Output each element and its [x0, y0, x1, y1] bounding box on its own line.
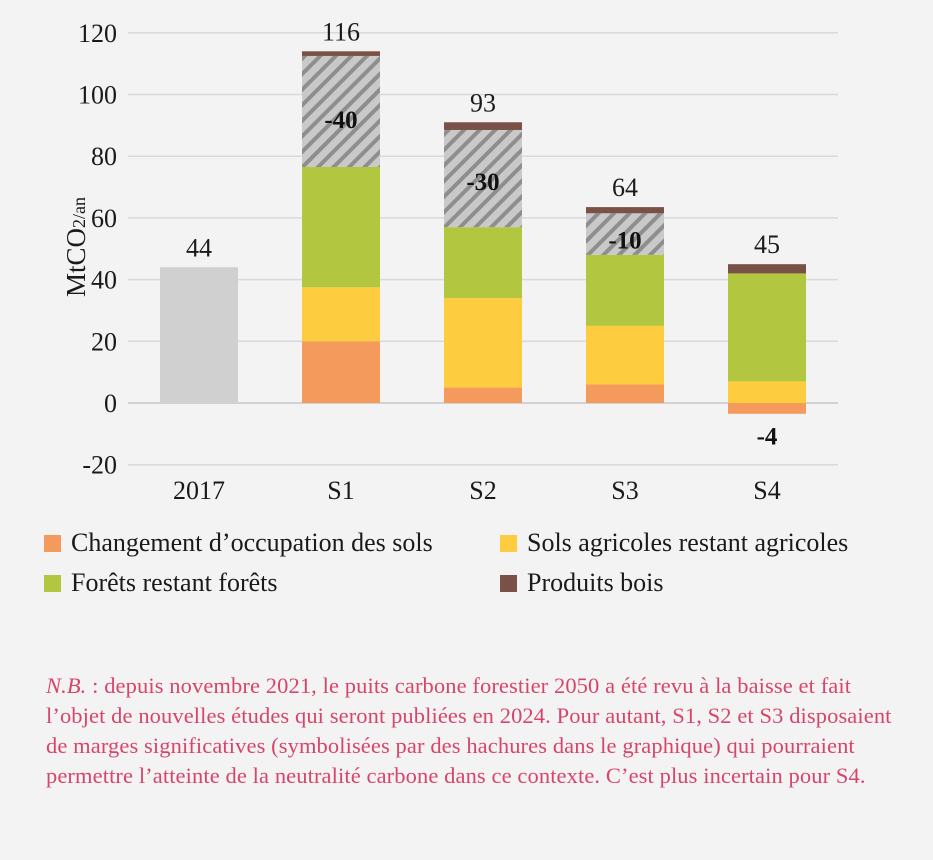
x-tick-label-s3: S3: [611, 476, 638, 505]
bar-s3-agricoles: [586, 325, 664, 385]
legend-swatch-forets: [44, 574, 61, 592]
legend-label-changement: Changement d’occupation des sols: [71, 528, 433, 557]
total-label-s3: 64: [612, 173, 638, 202]
bar-s1-forets: [302, 166, 380, 288]
bar-layer: [160, 51, 806, 414]
x-tick-label-s2: S2: [469, 476, 496, 505]
margin-label-s1: -40: [324, 107, 357, 134]
footnote-lead: N.B.: [46, 672, 87, 698]
bar-s4-forets: [728, 273, 806, 382]
y-tick-label-40: 40: [91, 266, 117, 295]
stacked-bar-chart: -20 0 20 40 60 80 100 120 44 2017 116 S1 93 S2 64 S3 45 S…: [61, 17, 838, 505]
y-axis-title-main: MtCO: [61, 228, 91, 297]
label-layer: -20 0 20 40 60 80 100 120 44 2017 116 S1 93 S2 64 S3 45 S…: [78, 17, 781, 505]
bar-s4-agricoles: [728, 381, 806, 403]
x-tick-label-s1: S1: [327, 476, 354, 505]
legend-item-bois: Produits bois: [500, 568, 920, 598]
bar-s2-changement: [444, 387, 522, 403]
total-label-s4: 45: [754, 230, 780, 259]
legend-item-agricoles: Sols agricoles restant agricoles: [500, 528, 920, 558]
footnote: N.B. : depuis novembre 2021, le puits ca…: [46, 671, 916, 791]
bar-s2-forets: [444, 227, 522, 299]
bar-s3-marges: [586, 213, 664, 255]
bar-s2-marges: [444, 129, 522, 228]
y-tick-label-100: 100: [78, 81, 117, 110]
legend-label-agricoles: Sols agricoles restant agricoles: [527, 528, 849, 557]
y-tick-label-80: 80: [91, 142, 117, 171]
bar-s1-marges: [302, 55, 380, 167]
bar-2017-total2017: [160, 267, 238, 403]
y-tick-label-60: 60: [91, 204, 117, 233]
legend-label-bois: Produits bois: [527, 568, 664, 597]
y-tick-label-20: 20: [91, 327, 117, 356]
bar-s4-bois: [728, 264, 806, 274]
y-axis-title-sub: 2/an: [69, 197, 89, 228]
margin-label-s3: -10: [608, 227, 641, 254]
total-label-s1: 116: [322, 17, 360, 46]
y-tick-label-0: 0: [104, 389, 117, 418]
bar-s3-changement: [586, 384, 664, 403]
legend-item-changement: Changement d’occupation des sols: [44, 528, 500, 558]
legend-swatch-bois: [500, 574, 517, 592]
total-label-s2: 93: [470, 88, 496, 117]
x-tick-label-s4: S4: [753, 476, 780, 505]
margin-label-s2: -30: [466, 169, 499, 196]
y-axis-title: MtCO2/an: [61, 197, 91, 297]
bar-s1-changement: [302, 341, 380, 403]
bar-s3-bois: [586, 207, 664, 214]
legend-swatch-agricoles: [500, 534, 517, 552]
legend-label-forets: Forêts restant forêts: [71, 568, 278, 597]
legend-item-forets: Forêts restant forêts: [44, 568, 500, 598]
bar-s1-bois: [302, 51, 380, 56]
bar-s2-agricoles: [444, 298, 522, 388]
y-tick-label-120: 120: [78, 19, 117, 48]
bar-s1-agricoles: [302, 287, 380, 342]
footnote-text: : depuis novembre 2021, le puits carbone…: [46, 672, 892, 788]
legend-swatch-changement: [44, 534, 61, 552]
negative-label-s4: -4: [757, 423, 778, 450]
total-label-2017: 44: [186, 233, 212, 262]
y-tick-label--20: -20: [82, 451, 117, 480]
legend: Changement d’occupation des sols Sols ag…: [44, 528, 924, 598]
bar-s4-changement: [728, 403, 806, 414]
bar-s2-bois: [444, 122, 522, 130]
bar-s3-forets: [586, 254, 664, 326]
x-tick-label-2017: 2017: [173, 476, 225, 505]
